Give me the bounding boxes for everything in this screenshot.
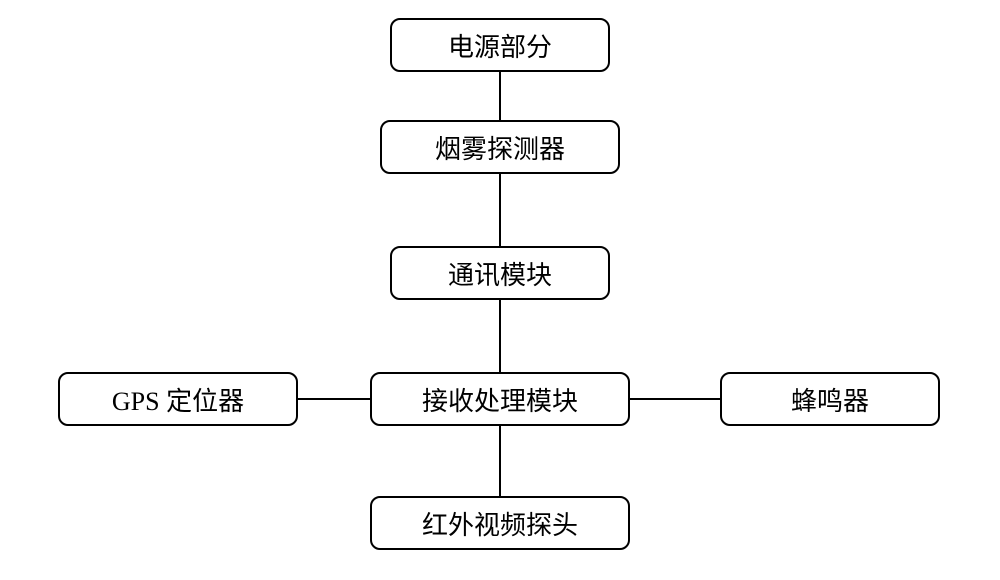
- node-gps-locator: GPS 定位器: [58, 372, 298, 426]
- node-communication-module: 通讯模块: [390, 246, 610, 300]
- node-buzzer-label: 蜂鸣器: [791, 381, 869, 418]
- node-infrared-video-probe: 红外视频探头: [370, 496, 630, 550]
- node-infrared-label: 红外视频探头: [422, 505, 578, 542]
- edge-receiver-infrared: [499, 426, 501, 496]
- edge-smoke-comm: [499, 174, 501, 246]
- edge-power-smoke: [499, 72, 501, 120]
- edge-comm-receiver: [499, 300, 501, 372]
- edge-receiver-buzzer: [630, 398, 720, 400]
- node-power: 电源部分: [390, 18, 610, 72]
- node-power-label: 电源部分: [448, 27, 552, 64]
- node-receiver-label: 接收处理模块: [422, 381, 578, 418]
- node-smoke-detector: 烟雾探测器: [380, 120, 620, 174]
- node-comm-label: 通讯模块: [448, 255, 552, 292]
- node-gps-label: GPS 定位器: [112, 381, 244, 418]
- node-receiver-processing-module: 接收处理模块: [370, 372, 630, 426]
- edge-gps-receiver: [298, 398, 370, 400]
- node-smoke-label: 烟雾探测器: [435, 129, 565, 166]
- node-buzzer: 蜂鸣器: [720, 372, 940, 426]
